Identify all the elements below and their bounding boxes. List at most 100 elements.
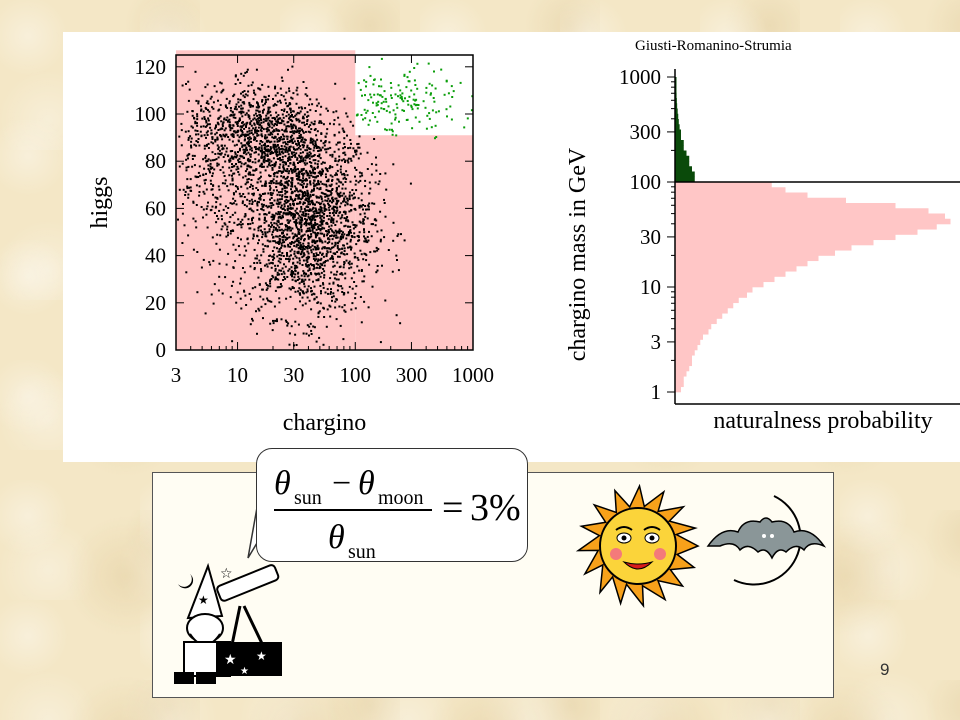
scatter-point (350, 235, 353, 237)
speech-bubble (256, 448, 528, 562)
scatter-point (239, 147, 241, 150)
scatter-point (275, 129, 278, 132)
scatter-point (294, 290, 297, 293)
scatter-point (300, 184, 303, 187)
scatter-point (331, 299, 333, 302)
scatter-point (254, 131, 257, 134)
scatter-point (261, 243, 264, 246)
scatter-point (273, 140, 276, 143)
scatter-point (366, 235, 369, 238)
scatter-point (286, 150, 289, 153)
scatter-point (379, 210, 382, 213)
scatter-point (239, 98, 242, 101)
scatter-point (257, 134, 260, 137)
scatter-point (290, 271, 293, 274)
hist-bar (675, 208, 929, 214)
scatter-point (344, 181, 347, 183)
scatter-point (302, 182, 305, 185)
scatter-point (343, 261, 346, 263)
scatter-point (326, 250, 329, 253)
scatter-point (313, 239, 315, 242)
scatter-point (222, 208, 225, 211)
scatter-point (294, 199, 296, 201)
scatter-point (338, 240, 341, 243)
scatter-point (250, 147, 253, 150)
scatter-point (375, 104, 378, 107)
scatter-point (229, 216, 232, 219)
scatter-point (278, 117, 281, 120)
scatter-point (361, 174, 364, 177)
scatter-point (315, 233, 318, 236)
scatter-point (289, 204, 292, 207)
scatter-point (323, 316, 326, 318)
scatter-point (304, 198, 307, 201)
hist-bar (675, 355, 692, 361)
scatter-point (307, 285, 310, 288)
scatter-point (303, 223, 306, 226)
scatter-point (278, 234, 281, 237)
scatter-point (269, 282, 272, 285)
scatter-point (343, 210, 346, 213)
scatter-point (258, 116, 261, 119)
scatter-point (335, 188, 338, 191)
scatter-point (325, 180, 328, 183)
scatter-point (311, 189, 313, 192)
scatter-point (275, 104, 278, 107)
scatter-point (330, 224, 333, 227)
scatter-point (270, 221, 273, 224)
scatter-point (329, 227, 332, 230)
scatter-point (411, 127, 414, 130)
scatter-point (339, 191, 342, 194)
scatter-point (202, 125, 205, 128)
scatter-point (274, 87, 276, 90)
scatter-point (246, 165, 249, 168)
scatter-point (331, 153, 334, 156)
astronomer-clipart: ★ ☆ ★ ★ ★ (174, 562, 282, 684)
scatter-point (301, 256, 304, 259)
hist-bar (675, 313, 723, 319)
hist-bar (675, 155, 690, 162)
scatter-point (231, 340, 234, 343)
scatter-point (282, 234, 285, 237)
scatter-point (366, 208, 369, 211)
scatter-point (258, 201, 260, 204)
scatter-point (278, 213, 281, 216)
scatter-point (296, 148, 299, 151)
scatter-point (366, 241, 369, 244)
scatter-point (252, 237, 255, 240)
scatter-point (334, 229, 337, 232)
scatter-point (342, 129, 345, 132)
scatter-point (321, 253, 323, 256)
scatter-point (276, 175, 279, 178)
scatter-point (379, 238, 382, 241)
scatter-point (216, 196, 219, 199)
scatter-point (231, 127, 234, 130)
scatter-point (214, 127, 217, 130)
scatter-point (330, 257, 333, 260)
scatter-point (286, 140, 289, 143)
scatter-point (379, 173, 382, 175)
scatter-point (314, 176, 317, 179)
scatter-point (307, 203, 310, 206)
scatter-point (276, 138, 279, 141)
scatter-point (218, 149, 221, 152)
scatter-point (402, 100, 405, 103)
scatter-point (227, 136, 230, 138)
scatter-point (305, 259, 308, 262)
scatter-point (290, 151, 293, 154)
scatter-point (337, 230, 340, 233)
scatter-point (286, 228, 289, 231)
scatter-point (315, 196, 318, 199)
scatter-point (215, 158, 218, 161)
scatter-point (258, 283, 261, 286)
y-tick-label: 0 (156, 338, 167, 362)
scatter-point (326, 259, 329, 262)
scatter-point (278, 237, 281, 240)
scatter-point (299, 244, 302, 247)
scatter-point (302, 201, 305, 204)
scatter-point (274, 278, 277, 281)
scatter-point (237, 171, 240, 173)
scatter-point (287, 222, 290, 224)
scatter-point (368, 119, 371, 122)
scatter-point (433, 100, 436, 103)
